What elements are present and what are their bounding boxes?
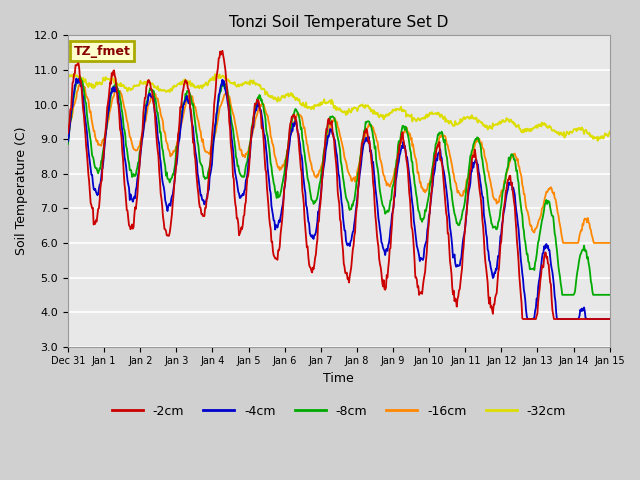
Title: Tonzi Soil Temperature Set D: Tonzi Soil Temperature Set D	[229, 15, 449, 30]
Y-axis label: Soil Temperature (C): Soil Temperature (C)	[15, 127, 28, 255]
X-axis label: Time: Time	[323, 372, 354, 385]
Legend: -2cm, -4cm, -8cm, -16cm, -32cm: -2cm, -4cm, -8cm, -16cm, -32cm	[106, 400, 571, 423]
Text: TZ_fmet: TZ_fmet	[74, 45, 131, 58]
